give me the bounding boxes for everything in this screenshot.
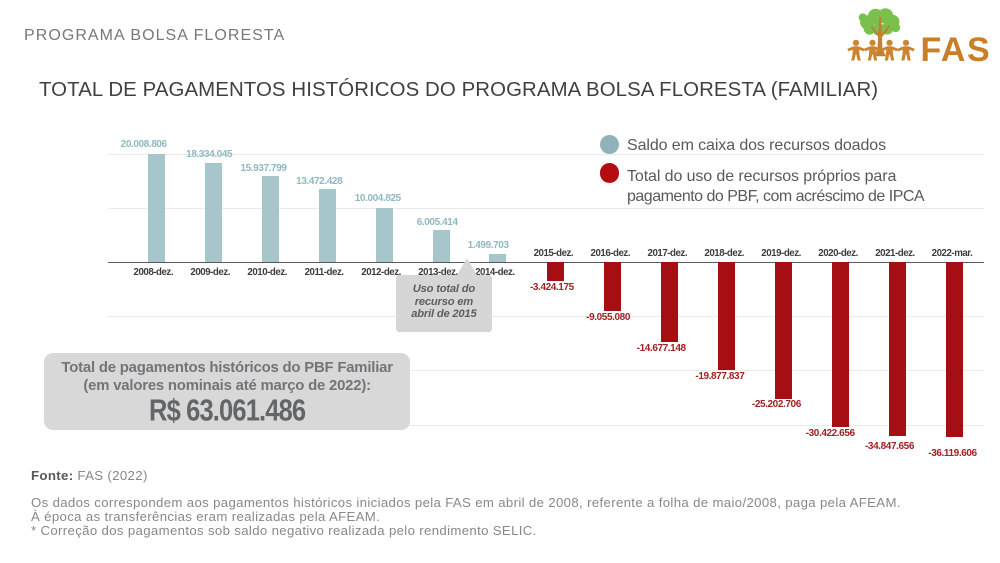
svg-text:FAS: FAS [921,31,992,69]
